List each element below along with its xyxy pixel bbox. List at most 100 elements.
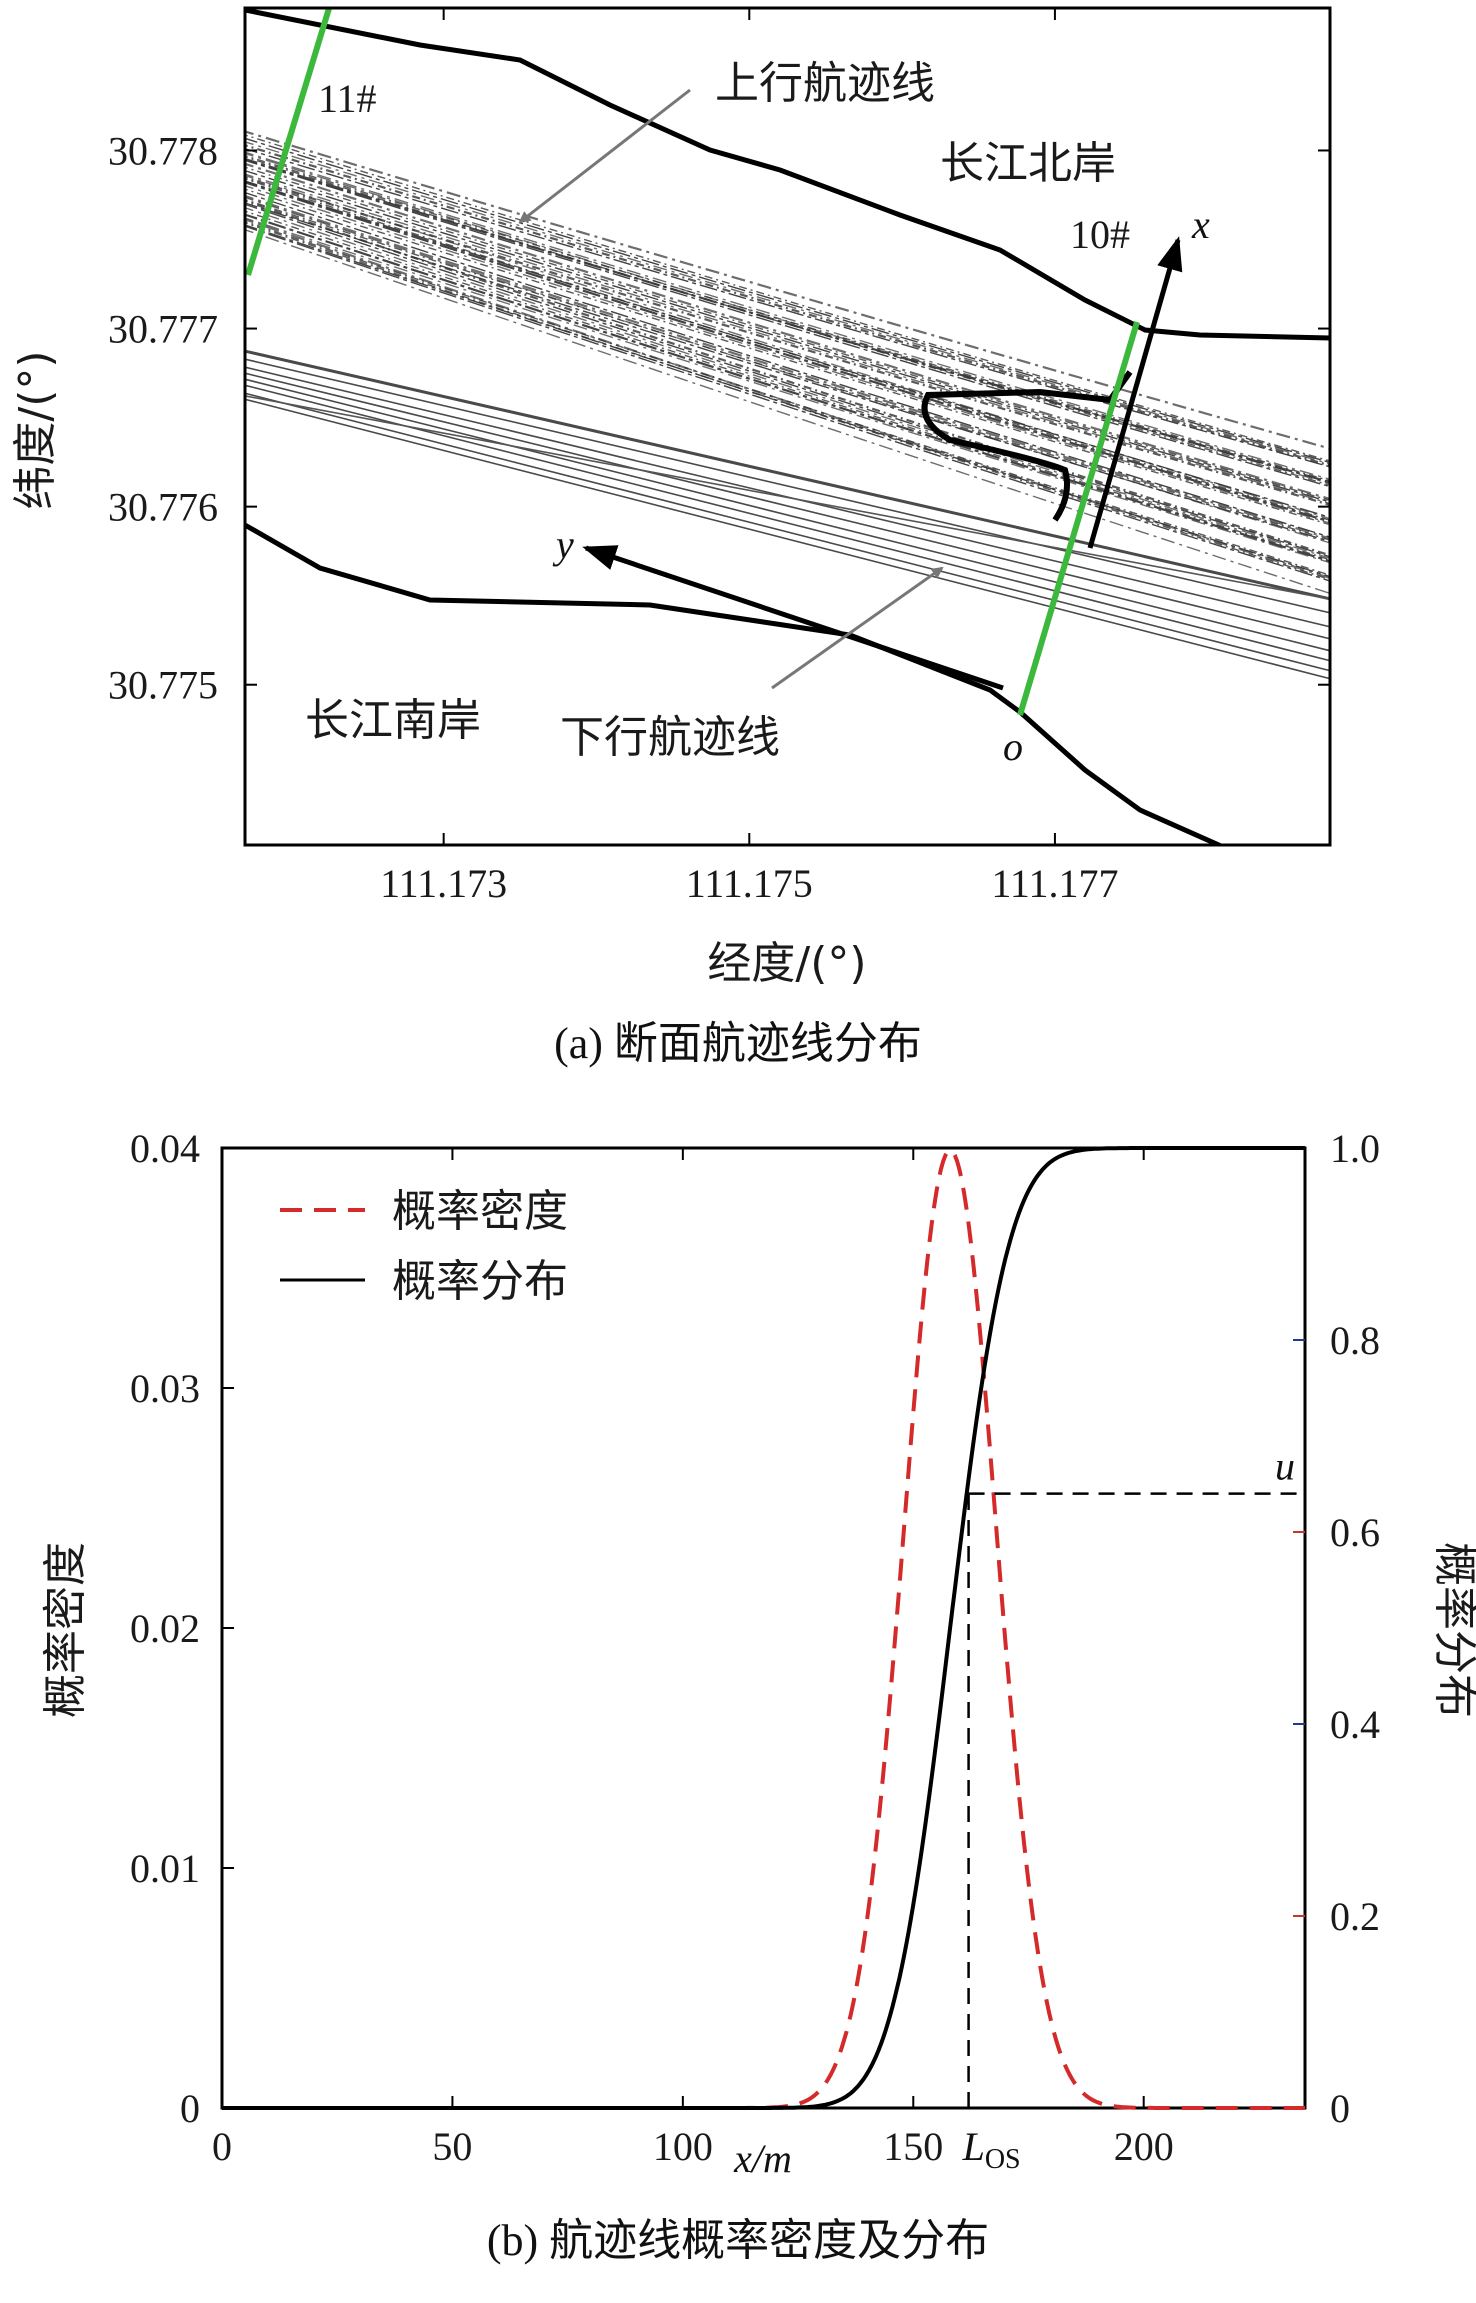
x-tick-label-b: 200 <box>1114 2124 1174 2169</box>
upstream-track-line <box>245 217 1330 564</box>
upstream-track-line <box>245 137 1330 464</box>
y-right-tick-label: 0.6 <box>1330 1510 1380 1555</box>
upstream-track-line <box>245 141 1330 465</box>
downstream-pointer <box>771 566 944 690</box>
legend-cdf-label: 概率分布 <box>392 1256 568 1307</box>
upstream-track-line <box>245 222 1330 581</box>
x-axis-label-a: 经度/(°) <box>707 938 866 989</box>
y-left-tick-label: 0.04 <box>130 1126 200 1171</box>
u-marker-label: u <box>1275 1444 1295 1489</box>
upstream-track-line <box>245 151 1330 481</box>
upstream-track-line <box>245 178 1330 521</box>
upstream-track-line <box>245 199 1330 557</box>
upstream-track-line <box>245 185 1330 524</box>
plot-frame-a <box>243 6 1332 847</box>
y-axis-label-a: 纬度/(°) <box>10 350 61 509</box>
y-axis-arrow <box>582 545 1004 691</box>
x-tick-label-b: 0 <box>212 2124 232 2169</box>
x-tick-label-a: 111.177 <box>991 861 1118 906</box>
trajectory-section-chart: 111.173 111.175 111.177 30.778 30.777 30.776 3… <box>10 6 1332 1068</box>
upstream-track-line <box>245 134 1330 462</box>
upstream-track-line <box>245 225 1330 582</box>
upstream-track-line <box>245 162 1330 501</box>
upstream-track-line <box>245 144 1330 467</box>
upstream-track-line <box>245 169 1330 503</box>
upstream-track-line <box>245 173 1330 505</box>
los-letter: L <box>962 2124 985 2169</box>
upstream-track-line <box>245 203 1330 558</box>
plot-frame-b <box>220 1146 1307 2110</box>
upstream-track-line <box>245 210 1330 561</box>
caption-b: (b) 航迹线概率密度及分布 <box>487 2216 989 2265</box>
downstream-track-line <box>245 392 1330 672</box>
upstream-track-line <box>245 181 1330 523</box>
y-left-tick-label: 0.03 <box>130 1366 200 1411</box>
upstream-track-line <box>245 166 1330 502</box>
upstream-track-line <box>245 154 1330 482</box>
upstream-track-line <box>245 156 1330 486</box>
x-tick-label-a: 111.173 <box>380 861 507 906</box>
x-axis-label-b: x/m <box>733 2136 792 2181</box>
x-axis-letter: x <box>1191 202 1210 247</box>
upstream-track-line <box>245 130 1330 450</box>
section-11-line <box>245 8 333 276</box>
section-10-label: 10# <box>1070 212 1130 257</box>
upstream-pointer <box>518 88 691 224</box>
y-right-tick-label: 0.4 <box>1330 1702 1380 1747</box>
upstream-track-line <box>245 191 1330 538</box>
upstream-track-line <box>245 188 1330 526</box>
x-tick-label-b: 50 <box>432 2124 472 2169</box>
dike-line <box>921 370 1133 522</box>
y-right-tick-label: 1.0 <box>1330 1126 1380 1171</box>
downstream-tracks-label: 下行航迹线 <box>560 712 780 763</box>
downstream-track-line <box>245 384 1330 662</box>
section-11-label: 11# <box>318 76 377 121</box>
upstream-tracks-label: 上行航迹线 <box>715 58 935 109</box>
upstream-track-line <box>245 207 1330 560</box>
upstream-track-line <box>245 174 1330 520</box>
los-marker-label: LOS <box>962 2124 1021 2175</box>
los-subscript: OS <box>985 2144 1021 2175</box>
y-right-axis-label: 概率分布 <box>1429 1542 1476 1718</box>
y-tick-label-a: 30.778 <box>108 128 218 173</box>
y-axis-letter: y <box>552 522 574 567</box>
legend-pdf-label: 概率密度 <box>392 1186 568 1237</box>
y-right-tick-label: 0 <box>1330 2086 1350 2131</box>
section-10-line <box>1017 321 1140 716</box>
origin-letter: o <box>1003 724 1023 769</box>
upstream-track-line <box>245 147 1330 468</box>
y-left-tick-label: 0.02 <box>130 1606 200 1651</box>
upstream-track-line <box>245 202 1330 543</box>
downstream-track-line <box>245 398 1330 680</box>
plot-area-a <box>245 8 1330 845</box>
x-tick-label-b: 100 <box>653 2124 713 2169</box>
caption-a: (a) 断面航迹线分布 <box>554 1019 922 1068</box>
upstream-track-line <box>245 218 1330 580</box>
north-bank-label: 长江北岸 <box>940 138 1116 189</box>
upstream-track-line <box>245 152 1330 485</box>
upstream-track-line <box>245 196 1330 544</box>
y-left-tick-label: 0.01 <box>130 1846 200 1891</box>
upstream-track-line <box>245 194 1330 540</box>
upstream-track-line <box>245 228 1330 595</box>
upstream-track-line <box>245 159 1330 488</box>
y-tick-label-a: 30.776 <box>108 485 218 530</box>
downstream-track-line <box>245 349 1330 601</box>
x-tick-label-a: 111.175 <box>686 861 813 906</box>
y-tick-label-a: 30.775 <box>108 663 218 708</box>
upstream-track-line <box>245 198 1330 541</box>
y-right-tick-label: 0.2 <box>1330 1894 1380 1939</box>
upstream-track-line <box>245 180 1330 519</box>
y-tick-label-a: 30.777 <box>108 307 218 352</box>
downstream-track-line <box>245 372 1330 640</box>
x-axis-arrow <box>1087 236 1183 549</box>
pdf-series-line <box>222 1148 1305 2110</box>
downstream-track-line <box>245 378 1330 652</box>
upstream-track-line <box>245 213 1330 563</box>
y-right-tick-label: 0.8 <box>1330 1318 1380 1363</box>
downstream-track-line <box>245 358 1330 614</box>
x-tick-label-b: 150 <box>883 2124 943 2169</box>
y-left-axis-label: 概率密度 <box>40 1542 91 1718</box>
downstream-track-line <box>245 395 1330 600</box>
